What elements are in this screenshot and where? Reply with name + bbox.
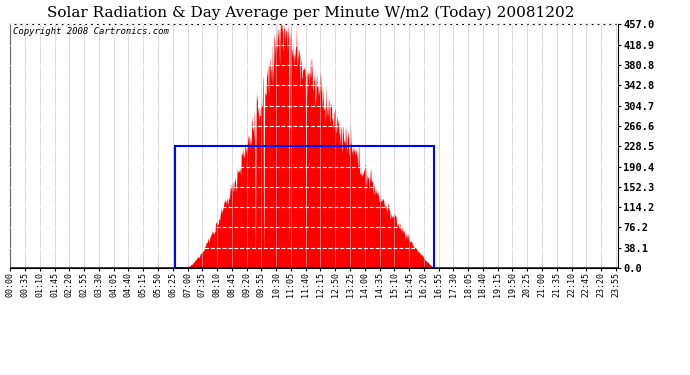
Text: Copyright 2008 Cartronics.com: Copyright 2008 Cartronics.com	[13, 27, 169, 36]
Bar	[175, 146, 435, 268]
Text: Solar Radiation & Day Average per Minute W/m2 (Today) 20081202: Solar Radiation & Day Average per Minute…	[47, 6, 574, 20]
